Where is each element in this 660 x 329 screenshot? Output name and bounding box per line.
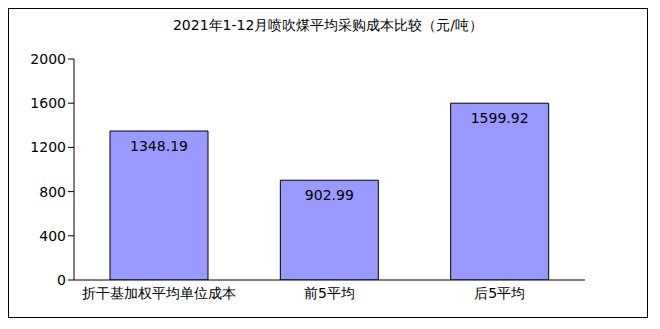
svg-text:1200: 1200	[30, 139, 66, 155]
svg-text:400: 400	[39, 228, 66, 244]
svg-text:1348.19: 1348.19	[130, 138, 188, 154]
svg-text:前5平均: 前5平均	[304, 285, 355, 301]
svg-text:800: 800	[39, 184, 66, 200]
svg-text:1600: 1600	[30, 95, 66, 111]
svg-text:2000: 2000	[30, 51, 66, 67]
svg-text:0: 0	[57, 272, 66, 288]
svg-text:1599.92: 1599.92	[471, 110, 529, 126]
svg-text:折干基加权平均单位成本: 折干基加权平均单位成本	[82, 285, 236, 301]
svg-text:902.99: 902.99	[305, 187, 354, 203]
html-text:2021年1-12月喷吹煤平均采购成本比较（元/吨）: 2021年1-12月喷吹煤平均采购成本比较（元/吨）	[172, 17, 484, 33]
svg-text:后5平均: 后5平均	[474, 285, 525, 301]
